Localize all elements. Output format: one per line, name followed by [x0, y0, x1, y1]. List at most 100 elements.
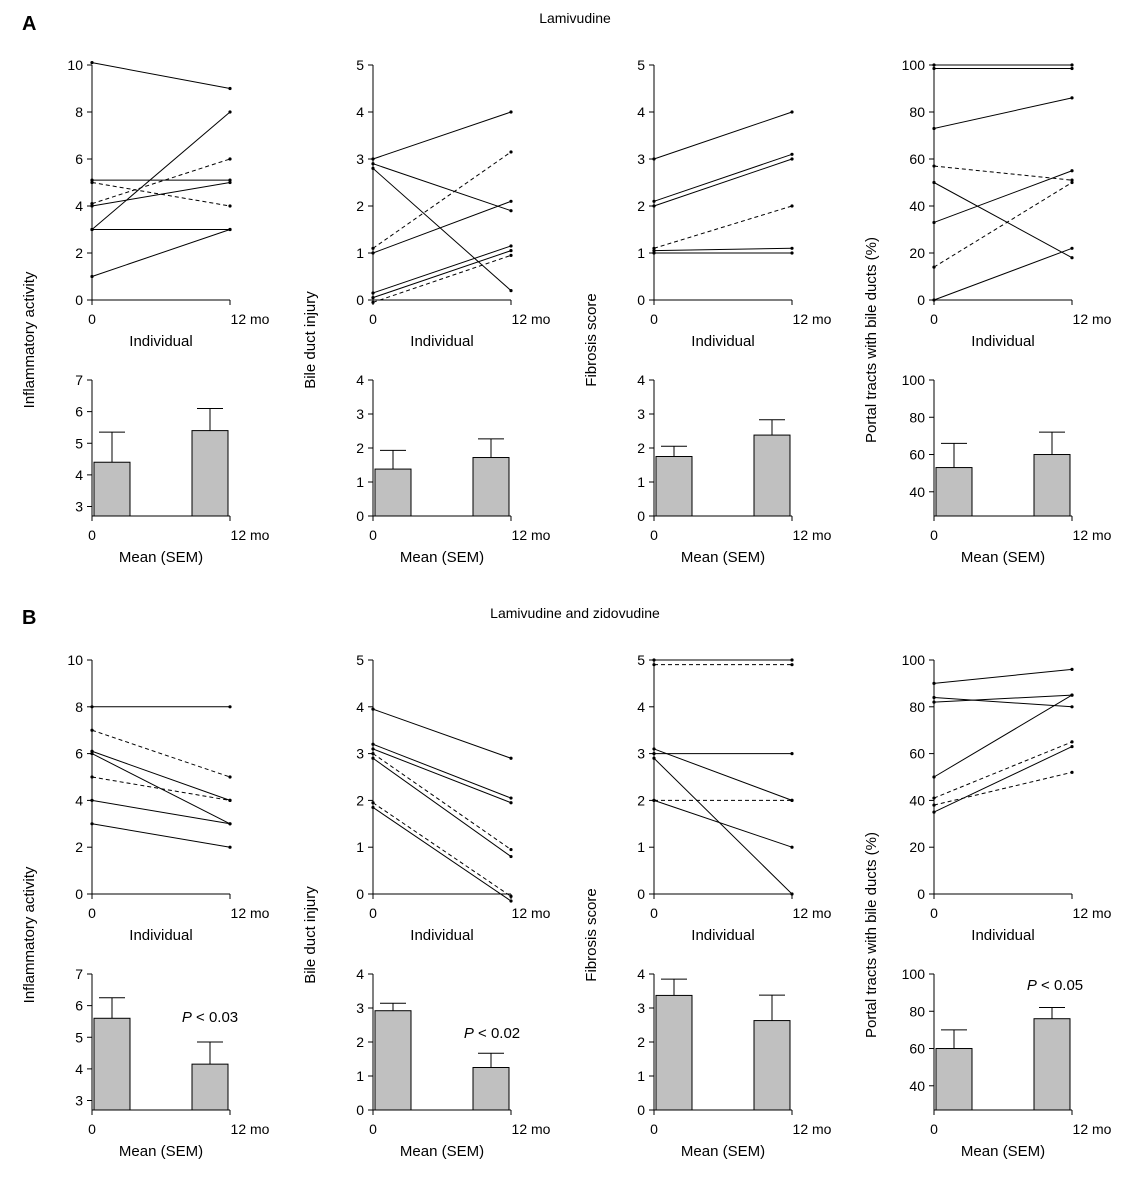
- subject-line: [372, 748, 512, 804]
- mean-bar: [191, 430, 229, 517]
- subject-line: [653, 153, 793, 202]
- subject-line: [653, 748, 793, 801]
- subject-point: [790, 752, 794, 756]
- subject-line: [372, 245, 512, 294]
- mean-bar: [935, 1048, 973, 1111]
- individual-x-axis-label: Individual: [129, 927, 192, 944]
- individual-y-tick-label: 2: [356, 198, 364, 214]
- mean-x-axis-label: Mean (SEM): [119, 1143, 203, 1160]
- mean-bar: [655, 456, 693, 517]
- individual-y-tick-label: 2: [356, 792, 364, 808]
- subject-point: [228, 227, 232, 232]
- mean-bar-chart: 0 1 2 3 4 0 12 mo Mean (SEM): [356, 372, 550, 566]
- mean-y-tick-label: 0: [356, 508, 364, 524]
- y-axis-label: Portal tracts with bile ducts (%): [863, 237, 880, 443]
- mean-bar-chart: 3 4 5 6 7 0 12 mo Mean (SEM): [75, 372, 269, 566]
- subject-line: [933, 97, 1073, 129]
- individual-y-tick-label: 0: [75, 886, 83, 902]
- mean-x-tick-label: 12 mo: [1073, 1121, 1112, 1137]
- subject-line: [653, 799, 793, 848]
- mean-y-tick-label: 100: [902, 372, 926, 388]
- subject-point: [790, 658, 794, 662]
- subject-point: [90, 705, 94, 709]
- individual-y-tick-label: 10: [67, 57, 83, 73]
- subject-line: [91, 158, 231, 205]
- individual-x-tick-label: 0: [930, 905, 938, 921]
- y-axis-label: Inflammatory activity: [21, 866, 38, 1003]
- subject-point: [90, 752, 94, 756]
- mean-y-tick-label: 7: [75, 372, 83, 388]
- subject-point: [371, 747, 375, 751]
- subject-point: [932, 700, 936, 704]
- mean-bar-chart: 0 1 2 3 4 0 12 mo Mean (SEM): [637, 372, 831, 566]
- subject-point: [932, 63, 936, 67]
- subject-line: [933, 182, 1073, 259]
- individual-y-tick-label: 20: [909, 245, 925, 261]
- subject-line: [372, 151, 512, 249]
- subject-point: [652, 204, 656, 208]
- subject-point: [1070, 770, 1074, 774]
- subject-point: [90, 202, 94, 206]
- mean-x-tick-label: 0: [650, 1121, 658, 1137]
- y-axis-label: Bile duct injury: [302, 291, 319, 389]
- subject-point: [652, 199, 656, 203]
- mean-bar-chart: 3 4 5 6 7 0 12 mo Mean (SEM) P < 0.03: [75, 966, 269, 1160]
- mean-x-tick-label: 0: [650, 527, 658, 543]
- subject-point: [371, 752, 375, 756]
- subject-point: [90, 822, 94, 826]
- individual-y-tick-label: 0: [637, 886, 645, 902]
- subject-point: [371, 707, 375, 711]
- individual-y-tick-label: 0: [75, 292, 83, 308]
- subject-line: [372, 163, 512, 212]
- subject-point: [228, 204, 232, 208]
- subject-point: [932, 803, 936, 807]
- mean-bar: [191, 1063, 229, 1111]
- y-axis-label: Portal tracts with bile ducts (%): [863, 832, 880, 1038]
- individual-x-tick-label: 0: [650, 905, 658, 921]
- subject-line: [91, 111, 231, 230]
- individual-x-axis-label: Individual: [691, 927, 754, 944]
- subject-point: [371, 742, 375, 746]
- subject-point: [932, 298, 936, 302]
- mean-x-tick-label: 12 mo: [1073, 527, 1112, 543]
- individual-plot: 0 2 4 6 8 10 0 12 mo Individual: [67, 652, 269, 944]
- subject-line: [372, 753, 512, 850]
- mean-y-tick-label: 40: [909, 1078, 925, 1094]
- individual-x-tick-label: 12 mo: [512, 905, 551, 921]
- mean-x-axis-label: Mean (SEM): [119, 549, 203, 566]
- subject-point: [1070, 693, 1074, 697]
- subject-point: [790, 157, 794, 161]
- subject-point: [932, 66, 936, 71]
- mean-y-tick-label: 0: [356, 1102, 364, 1118]
- subject-line: [933, 741, 1073, 799]
- mean-y-tick-label: 1: [356, 1068, 364, 1084]
- subject-point: [228, 110, 232, 114]
- mean-bar-chart: 0 1 2 3 4 0 12 mo Mean (SEM): [637, 966, 831, 1160]
- individual-y-tick-label: 3: [356, 151, 364, 167]
- subject-point: [790, 892, 794, 896]
- mean-y-tick-label: 60: [909, 447, 925, 463]
- subject-line: [372, 743, 512, 799]
- subject-line: [653, 247, 793, 252]
- mean-bar: [935, 467, 973, 517]
- subject-point: [228, 798, 232, 803]
- mean-x-tick-label: 12 mo: [793, 527, 832, 543]
- subject-point: [1070, 169, 1074, 173]
- individual-x-tick-label: 12 mo: [1073, 311, 1112, 327]
- subject-point: [371, 291, 375, 295]
- mean-x-tick-label: 0: [369, 527, 377, 543]
- subject-line: [372, 254, 512, 303]
- individual-y-tick-label: 0: [637, 292, 645, 308]
- mean-bar: [374, 1010, 412, 1111]
- mean-bar-chart: 40 60 80 100 0 12 mo Mean (SEM) P < 0.05: [902, 966, 1112, 1160]
- subject-point: [509, 150, 513, 154]
- subject-line: [372, 708, 512, 759]
- individual-y-tick-label: 1: [637, 839, 645, 855]
- subject-point: [1070, 256, 1074, 260]
- subject-line: [91, 729, 231, 778]
- subject-point: [652, 663, 656, 667]
- subject-line: [933, 668, 1073, 684]
- mean-y-tick-label: 80: [909, 1003, 925, 1019]
- mean-y-tick-label: 5: [75, 1029, 83, 1045]
